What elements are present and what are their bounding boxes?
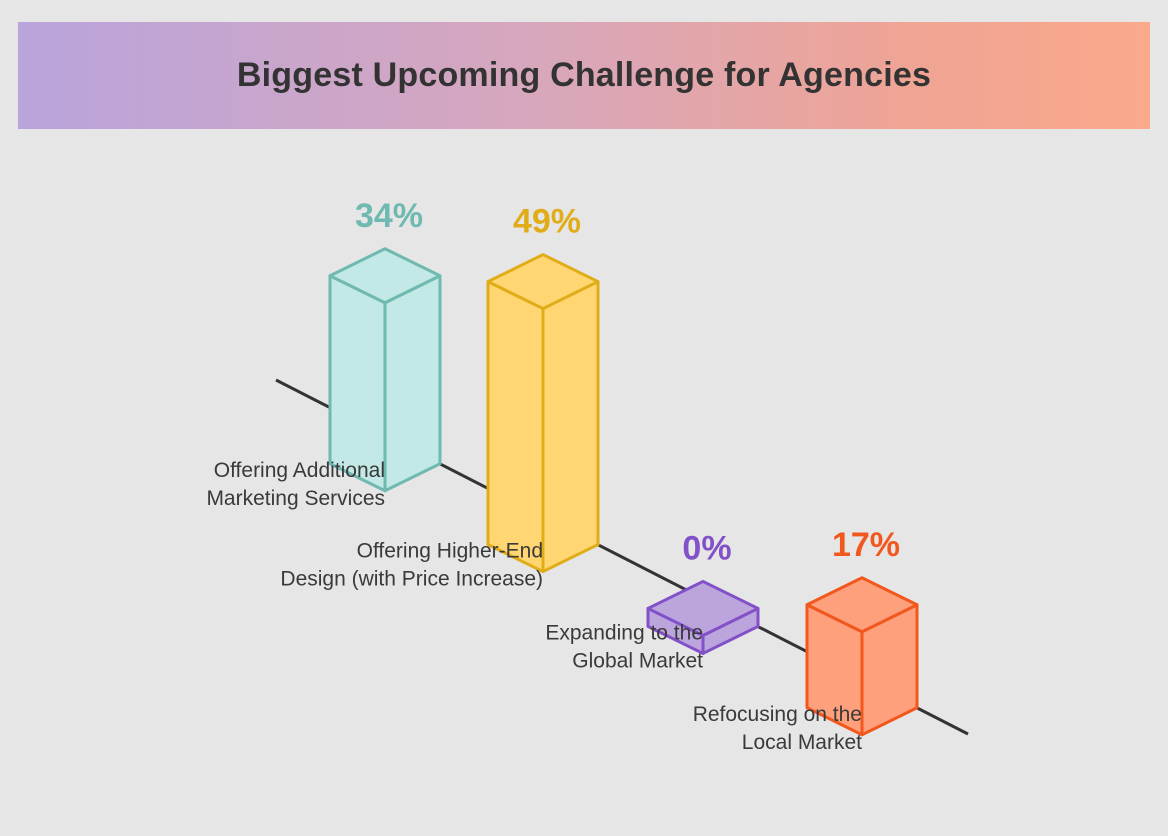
category-label-1-line-1: Offering Additional <box>214 459 385 482</box>
bar-right-face <box>383 274 442 493</box>
category-label-1-line-2: Marketing Services <box>206 487 385 510</box>
value-label-4: 17% <box>832 526 900 564</box>
chart-title: Biggest Upcoming Challenge for Agencies <box>236 56 932 94</box>
category-label-3-line-2: Global Market <box>572 649 703 672</box>
bar-top-face <box>646 579 760 637</box>
bar-4 <box>805 576 919 737</box>
bar-1 <box>328 247 442 493</box>
bar-3 <box>646 579 760 655</box>
category-label-2-line-2: Design (with Price Increase) <box>280 568 543 591</box>
bar-2 <box>486 253 600 574</box>
title-banner: Biggest Upcoming Challenge for Agencies <box>18 22 1150 129</box>
bar-right-face <box>541 280 600 574</box>
category-label-4-line-2: Local Market <box>742 731 862 754</box>
value-label-1: 34% <box>355 197 423 235</box>
bars-layer <box>328 247 919 737</box>
labels-layer: 34% Offering Additional Marketing Services… <box>206 197 900 754</box>
bar-top-face <box>486 253 600 311</box>
bar-top-face <box>328 247 442 305</box>
value-label-3: 0% <box>682 529 731 567</box>
category-label-4-line-1: Refocusing on the <box>693 703 862 726</box>
category-label-3-line-1: Expanding to the <box>545 621 703 644</box>
value-label-2: 49% <box>513 203 581 241</box>
bar-left-face <box>486 280 545 574</box>
bar-top-face <box>805 576 919 634</box>
category-label-2-line-1: Offering Higher-End <box>357 540 543 563</box>
